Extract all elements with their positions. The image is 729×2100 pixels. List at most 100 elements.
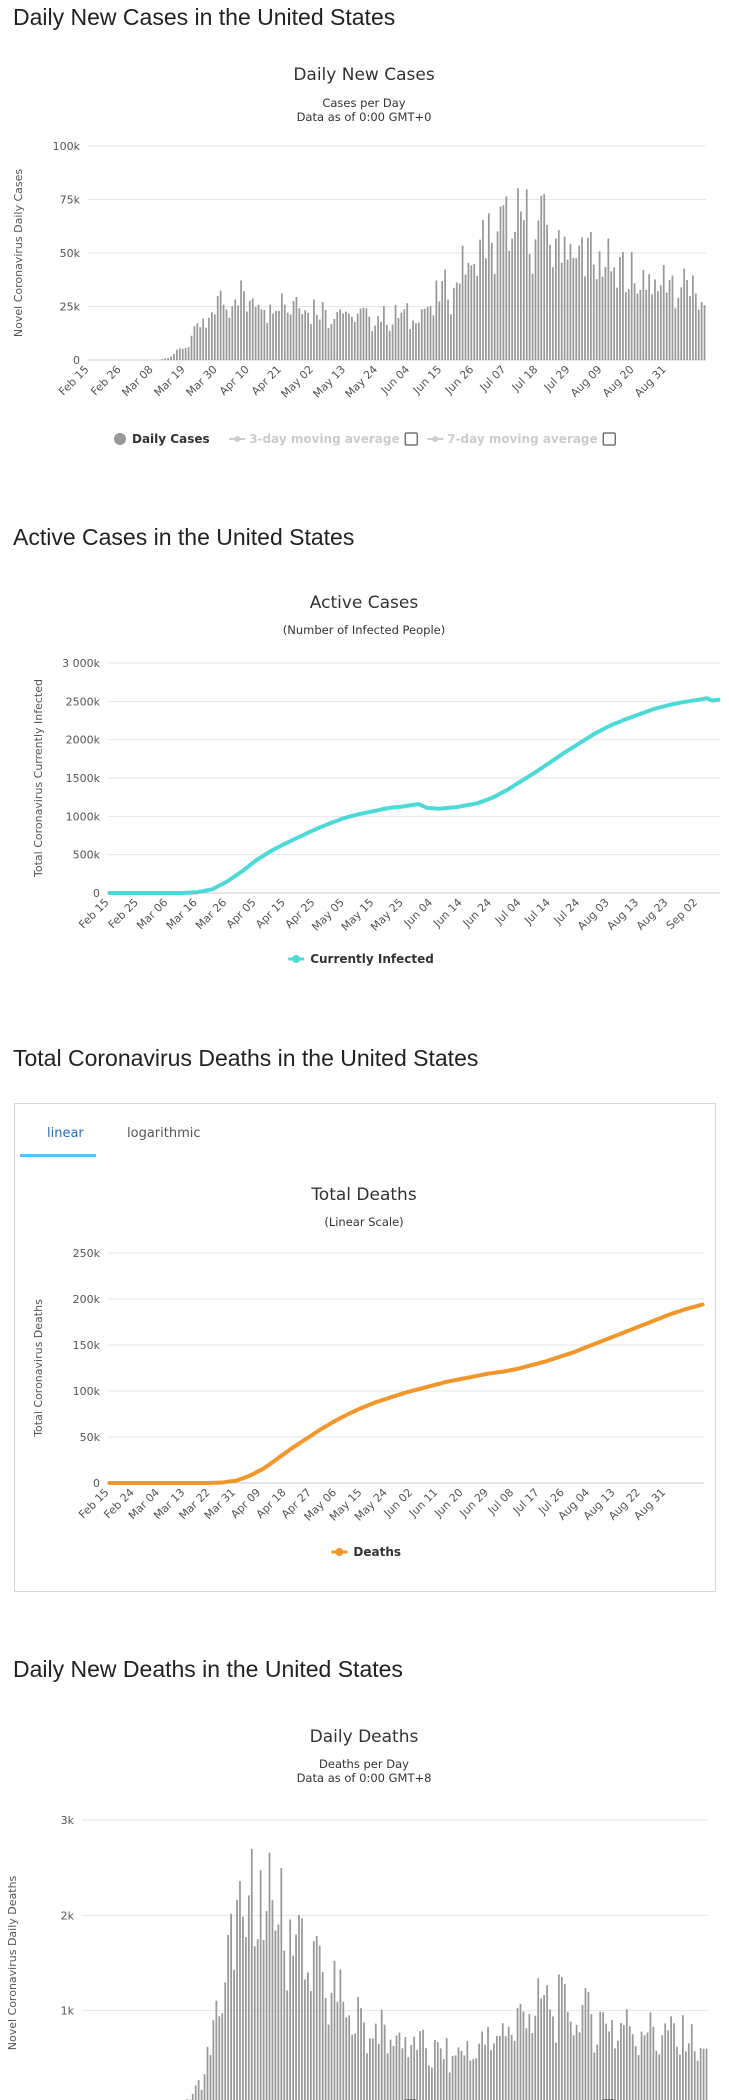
daily_cases-bar[interactable] [452, 287, 455, 360]
daily_deaths-bar[interactable] [428, 2065, 430, 2100]
daily_cases-bar[interactable] [374, 325, 377, 360]
daily_deaths-bar[interactable] [510, 2034, 513, 2100]
daily_cases-bar[interactable] [482, 220, 484, 360]
daily_cases-bar[interactable] [278, 310, 280, 360]
daily_cases-bar[interactable] [511, 238, 514, 360]
daily_cases-bar[interactable] [266, 322, 269, 360]
daily_cases-bar[interactable] [254, 306, 257, 360]
active-line[interactable] [107, 696, 721, 895]
daily_deaths-bar[interactable] [705, 2048, 708, 2100]
daily_cases-bar[interactable] [397, 318, 400, 360]
daily_cases-bar[interactable] [181, 348, 184, 360]
daily_deaths-bar[interactable] [354, 2033, 357, 2100]
daily_deaths-bar[interactable] [348, 2015, 351, 2100]
daily_cases-bar[interactable] [700, 302, 703, 360]
tab-linear[interactable]: linear [47, 1126, 84, 1141]
daily_deaths-bar[interactable] [525, 2028, 528, 2100]
daily_deaths-bar[interactable] [519, 2003, 522, 2100]
tab-logarithmic[interactable]: logarithmic [127, 1126, 201, 1141]
daily_cases-bar[interactable] [301, 314, 304, 360]
daily_cases-bar[interactable] [222, 304, 225, 360]
daily_cases-bar[interactable] [584, 276, 586, 360]
daily_deaths-bar[interactable] [380, 2009, 383, 2100]
daily_deaths-bar[interactable] [495, 2035, 498, 2100]
daily_cases-bar[interactable] [295, 296, 298, 360]
daily_deaths-bar[interactable] [513, 2041, 516, 2100]
daily_deaths-bar[interactable] [419, 2031, 421, 2100]
daily_cases-bar[interactable] [566, 259, 569, 360]
daily_cases-bar[interactable] [269, 304, 272, 360]
daily_deaths-bar[interactable] [643, 2035, 646, 2100]
daily_deaths-bar[interactable] [271, 1900, 274, 2100]
daily_cases-bar[interactable] [604, 267, 607, 360]
daily_deaths-bar[interactable] [236, 1899, 238, 2100]
daily_deaths-bar[interactable] [682, 2015, 684, 2100]
daily_deaths-bar[interactable] [339, 1969, 342, 2100]
daily_cases-bar[interactable] [607, 238, 610, 360]
daily_cases-bar[interactable] [441, 281, 444, 360]
daily_cases-bar[interactable] [292, 301, 295, 360]
daily_cases-bar[interactable] [493, 273, 496, 360]
daily_cases-bar[interactable] [237, 305, 240, 360]
daily_deaths-bar[interactable] [543, 1995, 546, 2100]
daily_deaths-bar[interactable] [531, 2033, 534, 2100]
daily_cases-legend-label[interactable]: 3-day moving average [249, 432, 399, 446]
daily_deaths-bar[interactable] [227, 1934, 230, 2100]
daily_deaths-bar[interactable] [679, 2054, 681, 2100]
daily_cases-bar[interactable] [645, 289, 648, 360]
daily_deaths-bar[interactable] [625, 2009, 628, 2100]
daily_cases-bar[interactable] [228, 317, 231, 360]
daily_deaths-bar[interactable] [259, 1870, 262, 2100]
daily_deaths-bar[interactable] [634, 2046, 637, 2100]
daily_deaths-bar[interactable] [593, 2052, 596, 2100]
daily_deaths-bar[interactable] [425, 2048, 427, 2100]
daily_deaths-bar[interactable] [265, 1910, 268, 2100]
daily_cases-bar[interactable] [350, 316, 353, 360]
daily_deaths-bar[interactable] [239, 1881, 241, 2100]
daily_deaths-bar[interactable] [262, 1940, 265, 2100]
daily_cases-bar[interactable] [616, 287, 618, 360]
daily_deaths-bar[interactable] [637, 2054, 640, 2100]
daily_cases-bar[interactable] [333, 318, 336, 360]
daily_cases-bar[interactable] [464, 274, 467, 360]
daily_cases-bar[interactable] [356, 313, 359, 360]
daily_cases-bar[interactable] [205, 327, 207, 360]
daily_deaths-bar[interactable] [445, 2038, 448, 2100]
daily_cases-bar[interactable] [563, 236, 566, 360]
daily_cases-bar[interactable] [633, 283, 636, 360]
daily_deaths-bar[interactable] [410, 2044, 413, 2100]
daily_deaths-bar[interactable] [363, 2022, 365, 2100]
daily_cases-bar[interactable] [330, 324, 333, 360]
daily_deaths-bar[interactable] [374, 2023, 377, 2100]
deaths-legend-label[interactable]: Deaths [353, 1545, 401, 1559]
daily_cases-bar[interactable] [438, 301, 441, 360]
daily_deaths-bar[interactable] [596, 2044, 599, 2100]
daily_cases-bar[interactable] [467, 262, 470, 360]
daily_deaths-bar[interactable] [244, 1937, 247, 2100]
daily_deaths-bar[interactable] [309, 1991, 312, 2100]
daily_deaths-bar[interactable] [230, 1913, 233, 2100]
daily_cases-bar[interactable] [412, 320, 414, 360]
daily_cases-bar[interactable] [211, 312, 213, 360]
daily_deaths-bar[interactable] [371, 2038, 374, 2100]
daily_deaths-bar[interactable] [221, 2013, 224, 2100]
daily_deaths-bar[interactable] [552, 2016, 554, 2100]
daily_cases-bar[interactable] [385, 325, 388, 360]
daily_cases-bar[interactable] [368, 316, 371, 360]
daily_cases-bar[interactable] [473, 263, 476, 360]
daily_cases-bar[interactable] [275, 310, 277, 360]
daily_cases-legend-label[interactable]: Daily Cases [132, 432, 210, 446]
daily_deaths-bar[interactable] [386, 2053, 389, 2100]
daily_cases-bar[interactable] [251, 298, 254, 360]
daily_deaths-bar[interactable] [670, 2016, 672, 2100]
daily_cases-bar[interactable] [231, 306, 234, 360]
daily_cases-bar[interactable] [377, 316, 379, 360]
daily_cases-bar[interactable] [208, 317, 210, 360]
daily_deaths-bar[interactable] [507, 2026, 510, 2100]
daily_deaths-bar[interactable] [218, 2016, 221, 2100]
daily_deaths-bar[interactable] [422, 2029, 424, 2100]
daily_deaths-bar[interactable] [342, 2001, 345, 2100]
daily_cases-bar[interactable] [595, 279, 598, 360]
daily_cases-bar[interactable] [213, 314, 216, 360]
daily_cases-bar[interactable] [178, 348, 181, 360]
